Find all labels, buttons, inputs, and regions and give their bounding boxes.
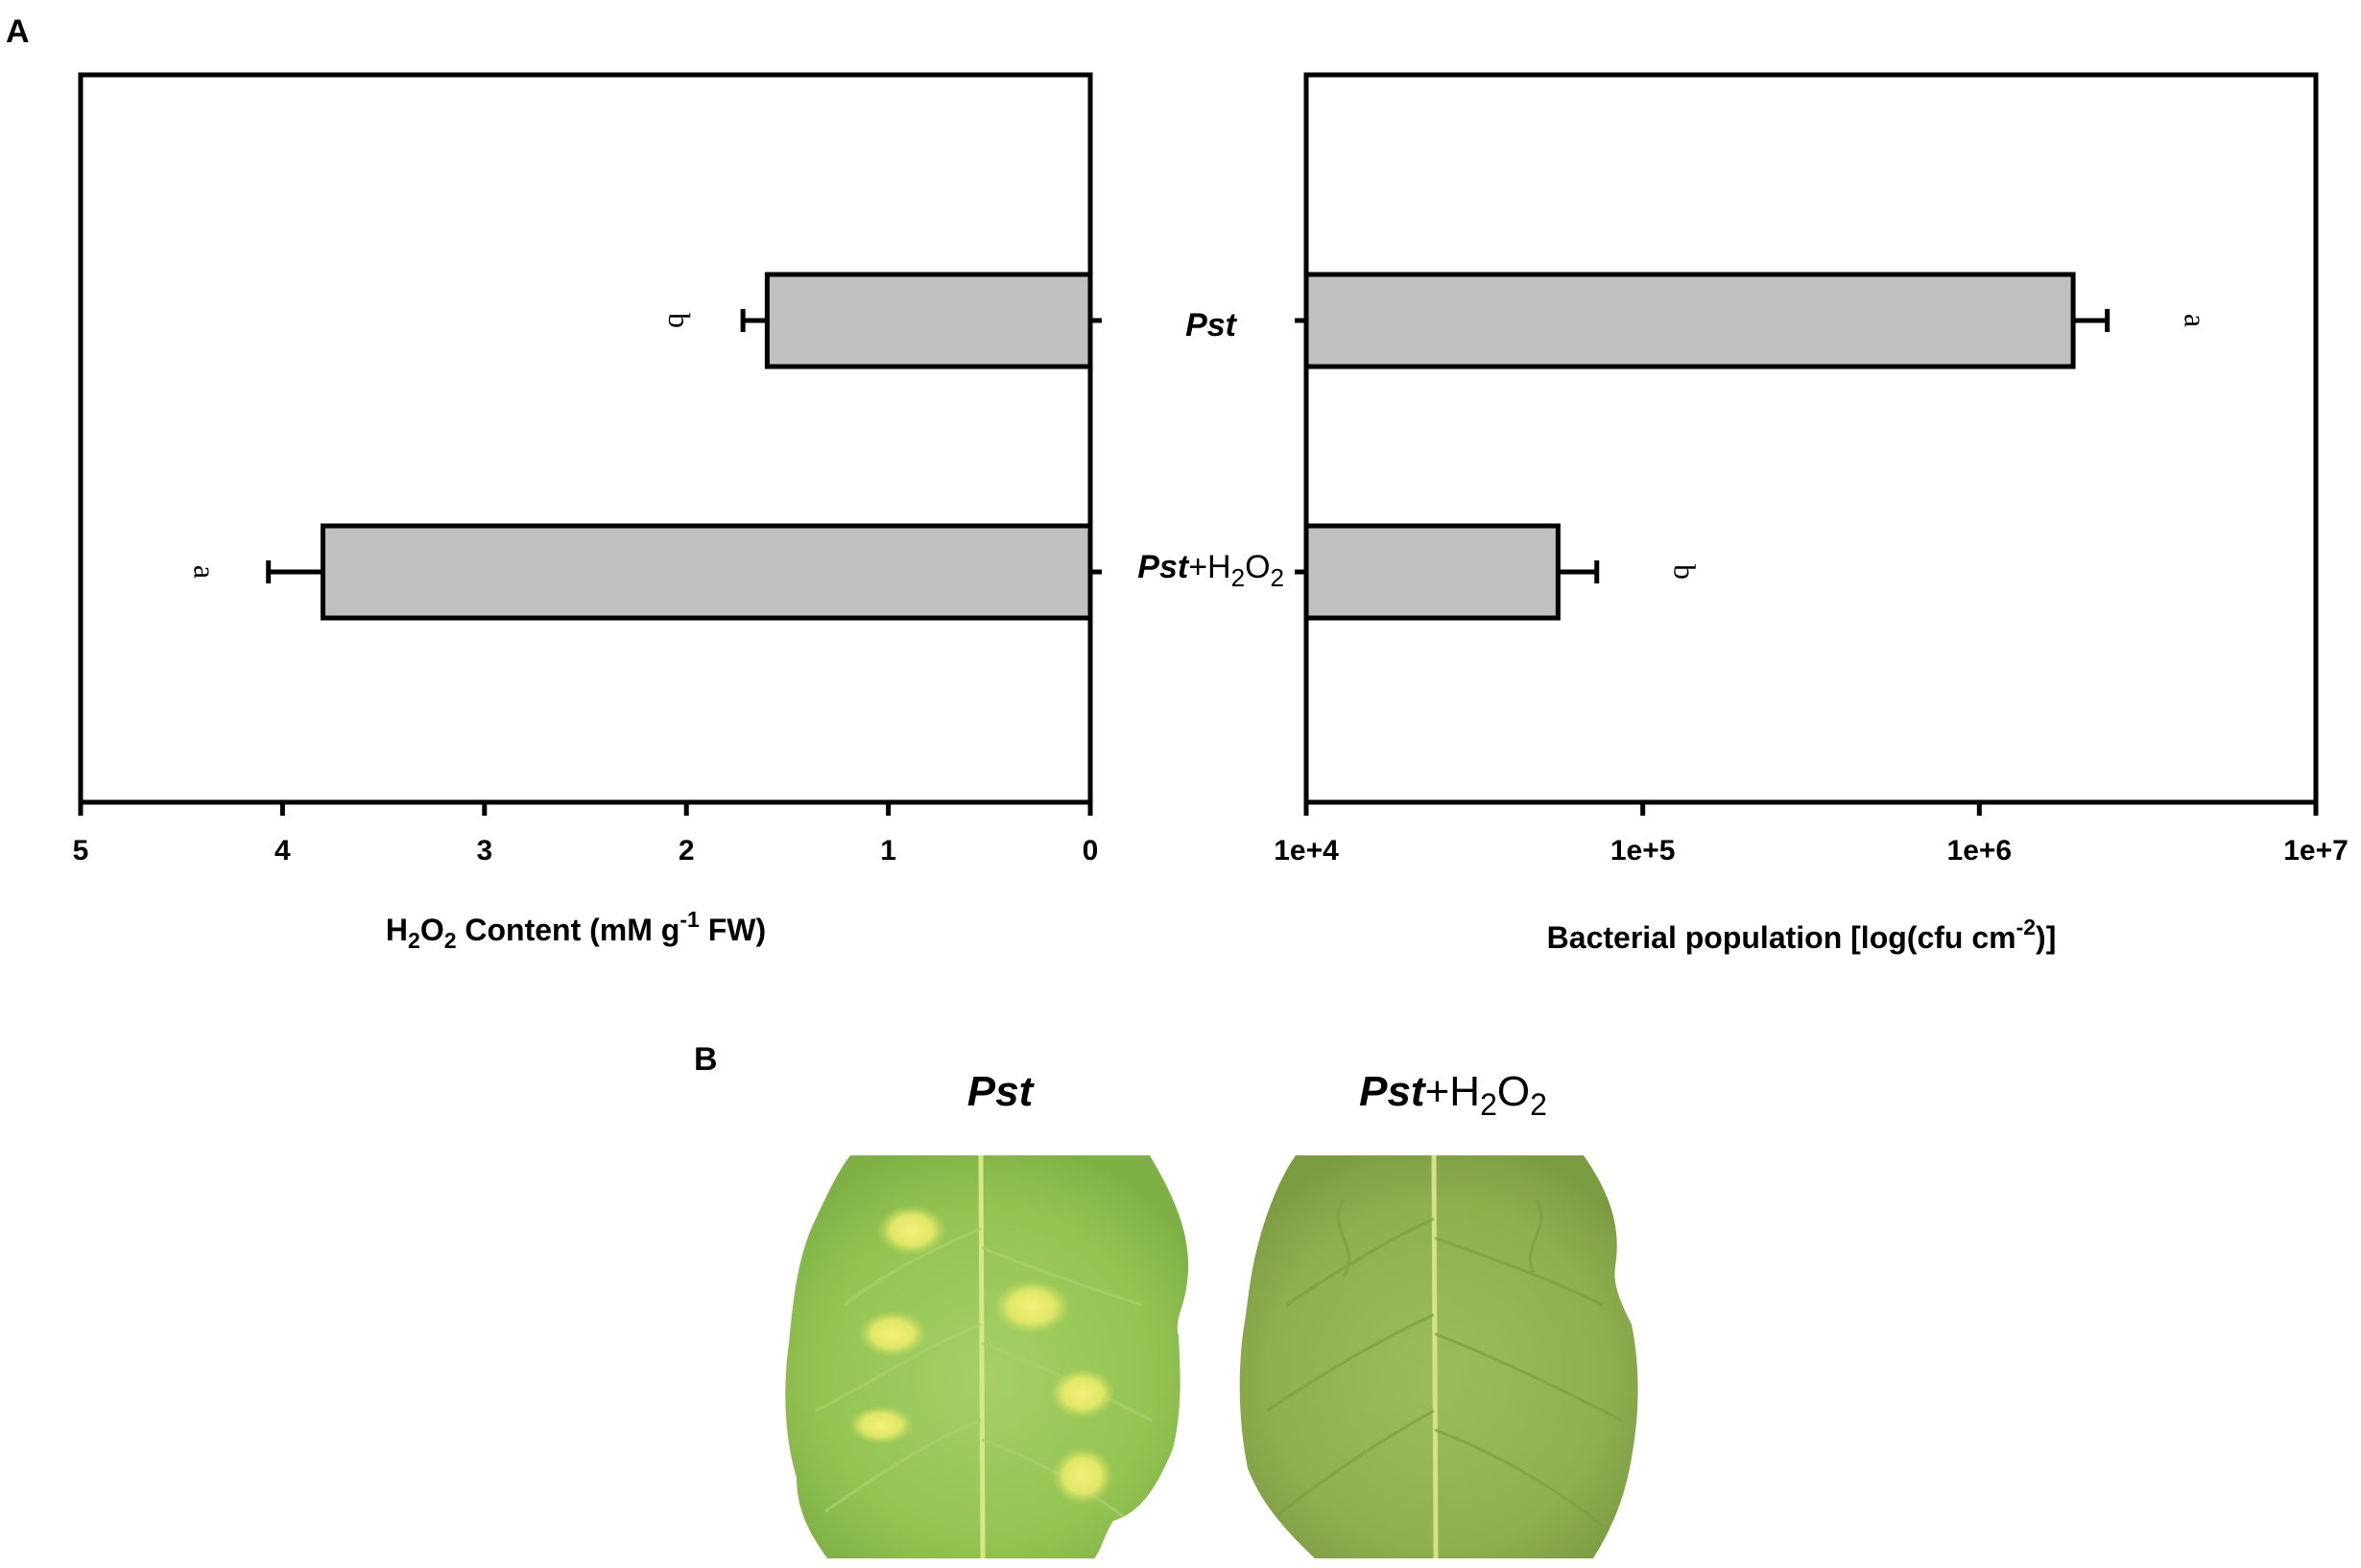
chart2-x-ticks: 1e+4 1e+5 1e+6 1e+7 [1274,802,2349,867]
chart2-xtick-label-0: 1e+4 [1274,835,1339,867]
leaf-h2o2-midrib [1431,1154,1439,1559]
chart2-significance-label-0: a [2178,314,2212,327]
leaf-pst-veins [815,1226,1153,1518]
chart-bacterial-population: ab 1e+4 1e+5 1e+6 1e+7 Bacterial population… [1274,72,2349,955]
chart1-xtick-label-1: 4 [274,835,291,867]
panel-a-label: A [6,13,30,50]
chart1-plot-frame [78,72,1093,805]
chart1-xtick-label-3: 2 [679,835,695,867]
leaf-pst-midrib [978,1154,986,1559]
chart1-bar-0 [764,272,1093,369]
chart1-xtick-label-5: 0 [1083,835,1099,867]
chart1-xtick-label-4: 1 [880,835,896,867]
leaf-h2o2-veins [1266,1199,1623,1528]
category-label-pst-h2o2: Pst+H2O2 [1137,549,1284,592]
chart2-bars: ab [1295,272,2212,621]
photo-title-pst-h2o2: Pst+H2O2 [1359,1068,1547,1122]
chart2-bar-1 [1303,523,1561,621]
photo-title-pst: Pst [967,1068,1036,1115]
chart2-xtick-label-2: 1e+6 [1947,835,2013,867]
chart1-xtick-label-2: 3 [476,835,492,867]
category-label-pst: Pst [1185,307,1238,344]
leaf-photo-pst-h2o2 [1239,1154,1638,1559]
chart2-xtick-label-3: 1e+7 [2283,835,2349,867]
chart2-x-axis-title: Bacterial population [log(cfu cm-2)] [1547,915,2057,955]
leaf-pst-lesions [848,1205,1115,1505]
chart1-xtick-label-0: 5 [73,835,89,867]
chart2-plot-frame [1303,72,2319,805]
chart1-significance-label-0: b [662,313,697,328]
chart1-significance-label-1: a [187,565,222,579]
chart2-significance-label-1: b [1667,564,1702,580]
chart2-xtick-label-1: 1e+5 [1610,835,1676,867]
chart1-x-ticks: 5 4 3 2 1 0 [73,802,1099,867]
chart1-bars: ba [187,272,1102,621]
panel-b-label: B [694,1041,718,1078]
leaf-photo-pst [785,1154,1189,1559]
chart1-x-axis-title: H2O2 Content (mM g-1 FW) [386,907,766,953]
leaf-h2o2-blade [1239,1155,1638,1558]
chart1-bar-1 [320,523,1093,621]
chart2-bar-0 [1303,272,2076,369]
